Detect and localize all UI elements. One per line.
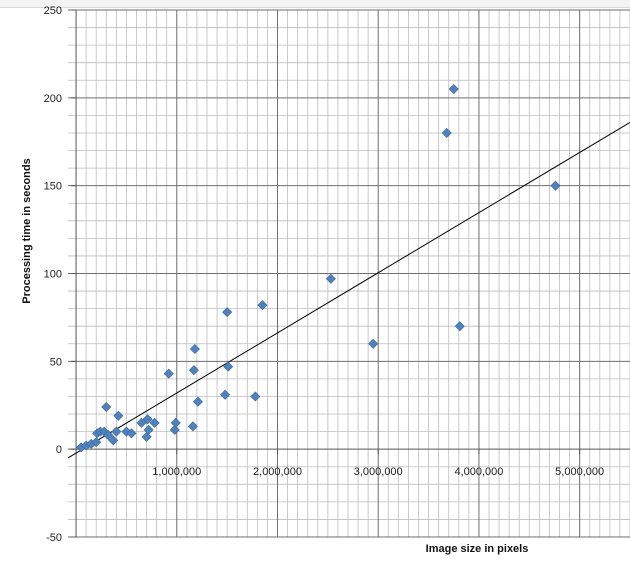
data-point — [250, 391, 261, 402]
x-tick-labels: 1,000,000 2,000,000 3,000,000 4,000,000 5,00… — [152, 466, 604, 478]
data-point — [163, 368, 174, 379]
data-point — [169, 424, 180, 435]
linear-trendline — [67, 121, 630, 459]
data-point — [454, 321, 465, 332]
y-axis-title: Processing time in seconds — [21, 158, 33, 304]
data-point — [223, 361, 234, 372]
data-point — [368, 338, 379, 349]
data-point — [448, 84, 459, 95]
data-point — [222, 307, 233, 318]
axis-tick-marks — [71, 9, 581, 538]
y-tick-label: 0 — [56, 444, 62, 456]
y-tick-label: 200 — [44, 93, 62, 105]
data-point — [126, 428, 137, 439]
x-tick-label: 3,000,000 — [354, 466, 403, 478]
data-point — [143, 424, 154, 435]
x-tick-label: 2,000,000 — [253, 466, 302, 478]
x-tick-label: 5,000,000 — [555, 466, 604, 478]
data-point — [189, 344, 200, 355]
data-point — [91, 437, 102, 448]
data-point — [142, 414, 153, 425]
data-point — [99, 426, 110, 437]
column-header-strip — [0, 0, 630, 8]
y-tick-label: 50 — [50, 356, 62, 368]
data-point — [325, 273, 336, 284]
data-point — [149, 417, 160, 428]
data-point — [441, 127, 452, 138]
data-point — [101, 401, 112, 413]
x-axis-title: Image size in pixels — [426, 543, 529, 555]
data-point — [257, 300, 268, 311]
data-point — [113, 410, 124, 421]
data-point — [170, 417, 181, 428]
y-tick-label: 150 — [44, 181, 62, 193]
y-tick-label: 100 — [44, 269, 62, 281]
data-point — [220, 389, 231, 400]
major-gridlines — [68, 9, 630, 538]
data-point — [108, 435, 119, 446]
y-tick-label: -50 — [46, 532, 62, 544]
x-tick-label: 1,000,000 — [152, 466, 201, 478]
data-point — [550, 180, 561, 191]
data-point — [103, 430, 114, 441]
data-point — [187, 421, 198, 432]
y-tick-label: 250 — [44, 5, 62, 17]
data-points — [76, 84, 561, 453]
y-tick-labels: -50 0 50 100 150 200 250 — [44, 5, 62, 544]
data-point — [188, 365, 199, 376]
data-point — [121, 426, 132, 437]
data-point — [111, 426, 122, 437]
x-tick-label: 4,000,000 — [454, 466, 503, 478]
data-point — [192, 396, 203, 407]
